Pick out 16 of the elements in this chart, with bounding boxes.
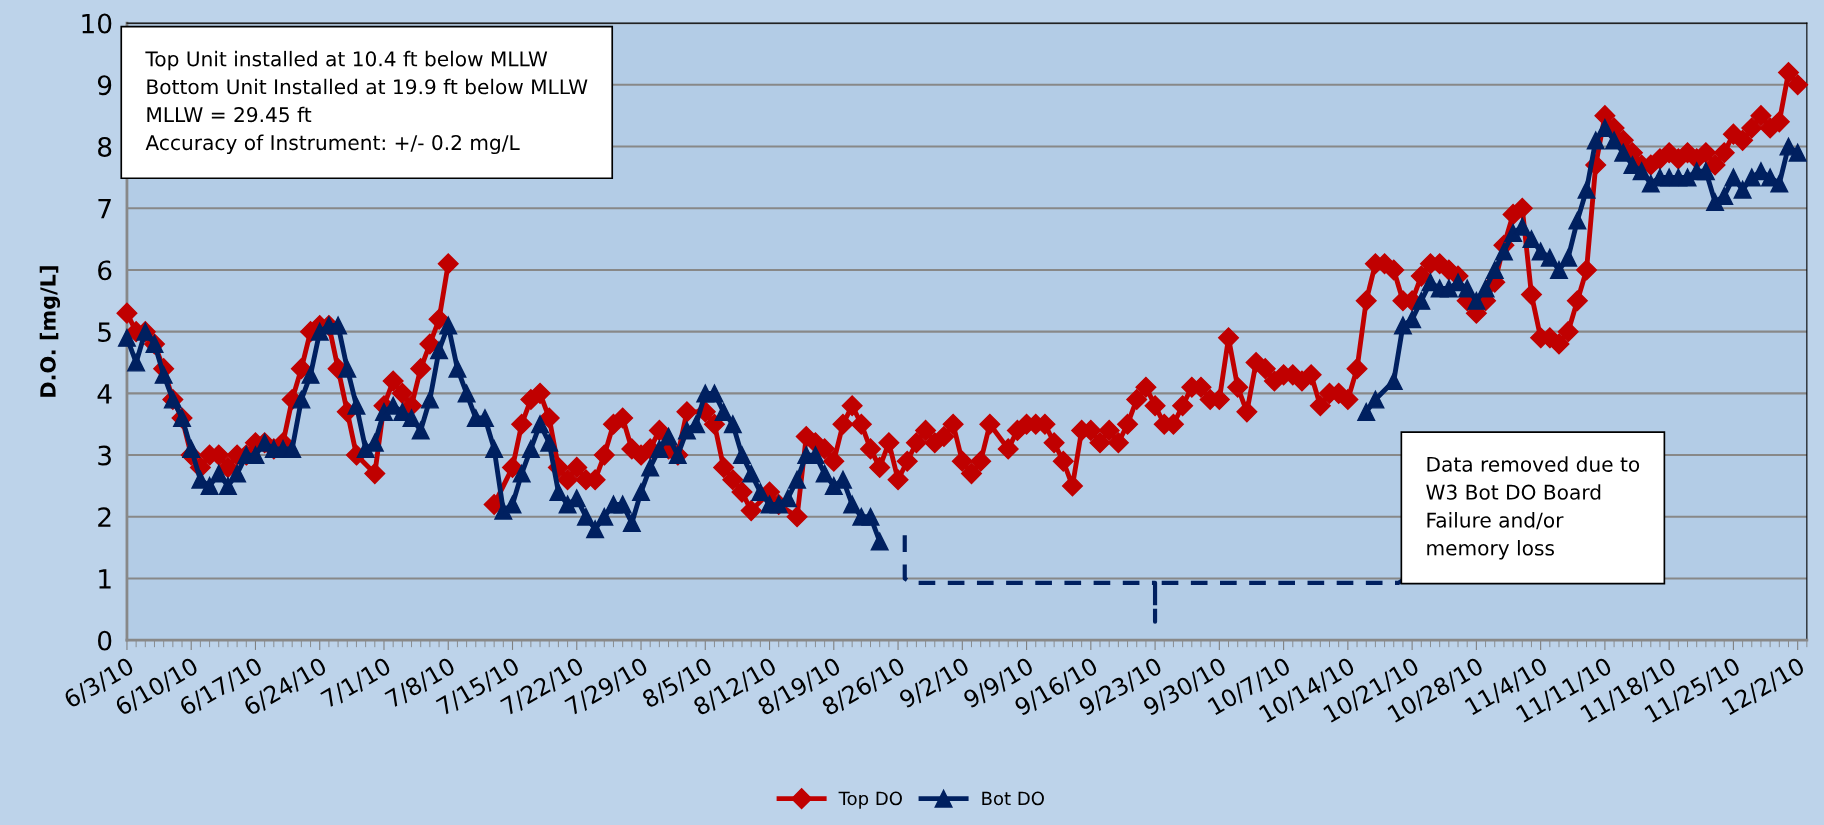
y-axis-title: D.O. [mg/L] [39, 266, 61, 397]
legend-label: Bot DO [982, 791, 1044, 806]
y-tick-label: 9 [97, 75, 112, 96]
y-tick-label: 8 [98, 136, 112, 157]
y-tick-label: 2 [98, 507, 111, 527]
y-tick-label: 0 [98, 630, 112, 651]
y-tick-label: 10 [82, 13, 112, 34]
y-tick-label: 3 [98, 445, 111, 466]
y-tick-label: 6 [98, 260, 112, 281]
y-tick-label: 7 [98, 199, 111, 219]
y-tick-label: 4 [97, 384, 112, 404]
legend-label: Top DO [838, 791, 902, 809]
y-tick-label: 1 [99, 569, 111, 589]
annotation: Top Unit installed at 10.4 ft below MLLW Bottom Unit Installed at 19.9 ft below MLLW MLLW = 29.45 ft Accuracy of Instrument: +/- 0.2 mg/L [145, 50, 588, 155]
y-tick-label: 5 [98, 322, 111, 343]
annotation: Data removed due to W3 Bot DO Board Failure and/or memory loss [1426, 456, 1640, 560]
